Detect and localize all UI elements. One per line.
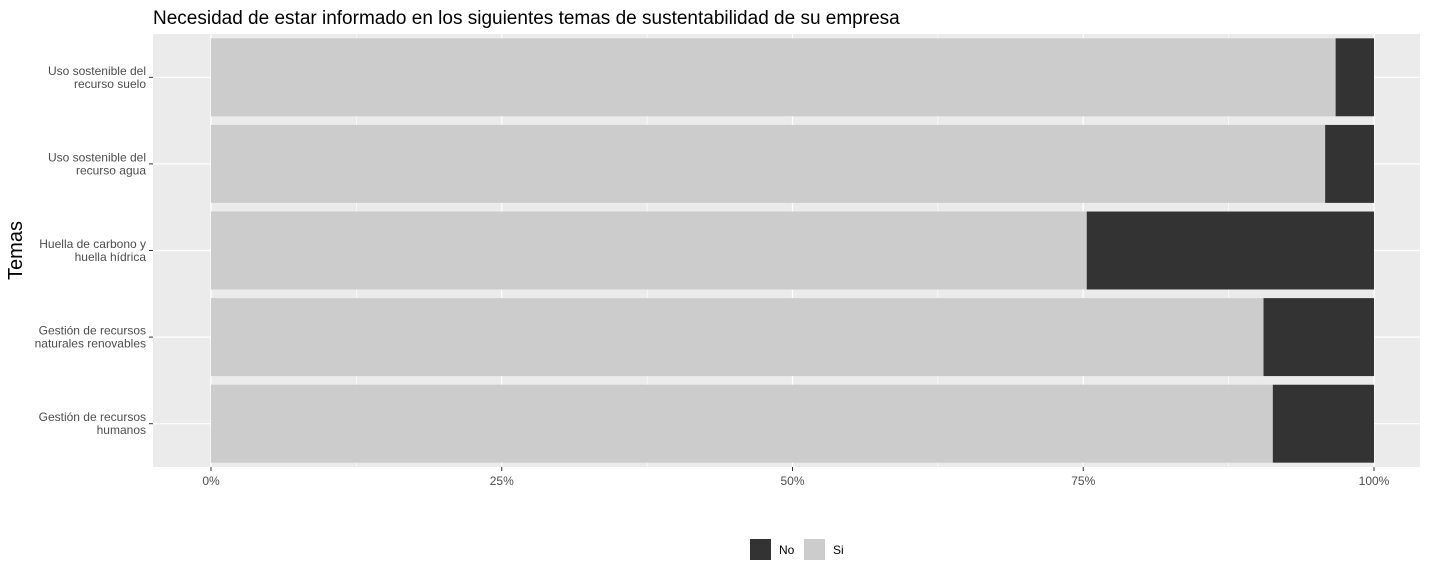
bar-no-5 bbox=[1272, 384, 1374, 463]
x-tick-label: 0% bbox=[202, 474, 220, 488]
legend-key-si bbox=[804, 539, 825, 560]
y-axis-label: Temas bbox=[5, 221, 27, 280]
x-tick-label: 50% bbox=[780, 474, 804, 488]
y-category-label: Huella de carbono y huella hídrica bbox=[39, 237, 146, 264]
y-category-label: Gestión de recursos humanos bbox=[39, 410, 146, 437]
legend-key-no bbox=[750, 539, 771, 560]
bar-si-1 bbox=[211, 38, 1336, 117]
bars bbox=[211, 38, 1374, 463]
x-axis-ticks: 0% 25% 50% 75% 100% bbox=[202, 467, 1390, 488]
legend-label-no: No bbox=[779, 543, 795, 557]
y-category-label: Uso sostenible del recurso agua bbox=[48, 150, 146, 177]
bar-no-1 bbox=[1335, 38, 1374, 117]
bar-si-4 bbox=[211, 298, 1264, 377]
bar-no-4 bbox=[1263, 298, 1374, 377]
y-axis-categories: Uso sostenible del recurso suelo Uso soste… bbox=[35, 64, 153, 437]
bar-no-3 bbox=[1086, 211, 1374, 290]
x-tick-label: 100% bbox=[1359, 474, 1390, 488]
bar-no-2 bbox=[1325, 124, 1374, 203]
chart-title: Necesidad de estar informado en los sigu… bbox=[153, 8, 900, 29]
bar-si-3 bbox=[211, 211, 1087, 290]
legend-label-si: Si bbox=[833, 543, 844, 557]
y-category-label: Uso sostenible del recurso suelo bbox=[48, 64, 146, 91]
x-tick-label: 75% bbox=[1071, 474, 1095, 488]
bar-si-5 bbox=[211, 384, 1273, 463]
bar-si-2 bbox=[211, 124, 1326, 203]
x-tick-label: 25% bbox=[490, 474, 514, 488]
y-category-label: Gestión de recursos naturales renovables bbox=[35, 324, 146, 351]
legend: No Si bbox=[750, 539, 844, 560]
